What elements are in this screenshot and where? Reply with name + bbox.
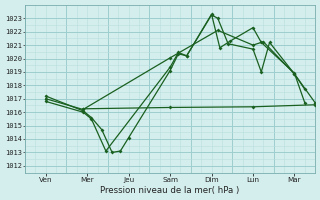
X-axis label: Pression niveau de la mer( hPa ): Pression niveau de la mer( hPa ): [100, 186, 240, 195]
